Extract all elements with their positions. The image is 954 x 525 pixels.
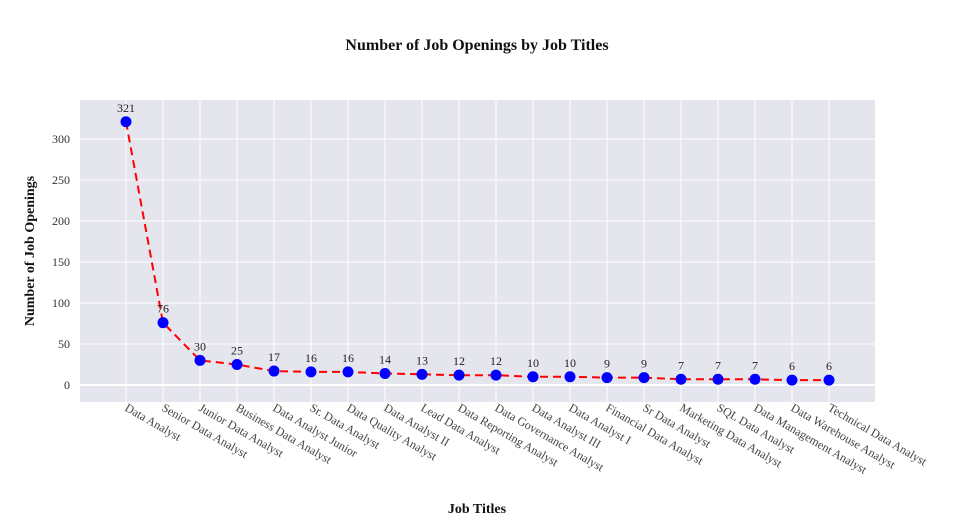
y-tick-label: 100 <box>52 296 70 310</box>
data-label: 16 <box>342 351 354 365</box>
plot-area <box>80 100 875 402</box>
y-gridlines <box>80 138 875 386</box>
data-point <box>268 365 280 377</box>
data-label: 6 <box>789 359 795 373</box>
data-label: 25 <box>231 344 243 358</box>
y-tick-label: 0 <box>64 378 70 392</box>
y-tick-label: 200 <box>52 214 70 228</box>
data-point <box>379 368 391 380</box>
data-point <box>564 371 576 383</box>
data-label: 9 <box>604 357 610 371</box>
data-label: 7 <box>752 358 758 372</box>
data-point <box>194 354 206 366</box>
data-point <box>416 368 428 380</box>
data-point <box>120 116 132 128</box>
data-point <box>786 374 798 386</box>
data-point <box>453 369 465 381</box>
data-label: 17 <box>268 350 280 364</box>
x-gridlines <box>125 100 830 402</box>
x-axis-title: Job Titles <box>448 502 507 517</box>
series-line <box>125 121 829 382</box>
data-label: 6 <box>826 359 832 373</box>
data-label: 321 <box>117 101 135 115</box>
data-label: 12 <box>453 354 465 368</box>
data-label: 76 <box>157 302 169 316</box>
data-label: 10 <box>527 356 539 370</box>
data-point <box>490 369 502 381</box>
data-label: 16 <box>305 351 317 365</box>
data-point <box>342 366 354 378</box>
chart-title: Number of Job Openings by Job Titles <box>345 37 608 54</box>
data-label: 7 <box>715 358 721 372</box>
data-point <box>823 374 835 386</box>
data-label: 12 <box>490 354 502 368</box>
data-point <box>305 366 317 378</box>
data-points <box>120 116 835 386</box>
y-tick-label: 300 <box>52 132 70 146</box>
data-label: 10 <box>564 356 576 370</box>
data-label: 9 <box>641 357 647 371</box>
data-point <box>601 372 613 384</box>
data-point <box>231 359 243 370</box>
data-label: 13 <box>416 353 428 367</box>
y-tick-label: 250 <box>52 173 70 187</box>
data-point <box>675 373 687 385</box>
data-label: 7 <box>678 358 684 372</box>
data-point <box>638 372 650 384</box>
data-label: 14 <box>379 353 391 367</box>
data-point <box>527 371 539 383</box>
y-tick-labels: 0 50 100 150 200 250 300 <box>52 132 70 392</box>
data-label: 30 <box>194 339 206 353</box>
y-axis-title: Number of Job Openings <box>23 175 38 326</box>
y-tick-label: 50 <box>58 337 70 351</box>
data-point <box>749 373 761 385</box>
data-point <box>712 373 724 385</box>
y-tick-label: 150 <box>52 255 70 269</box>
data-point <box>157 317 169 329</box>
